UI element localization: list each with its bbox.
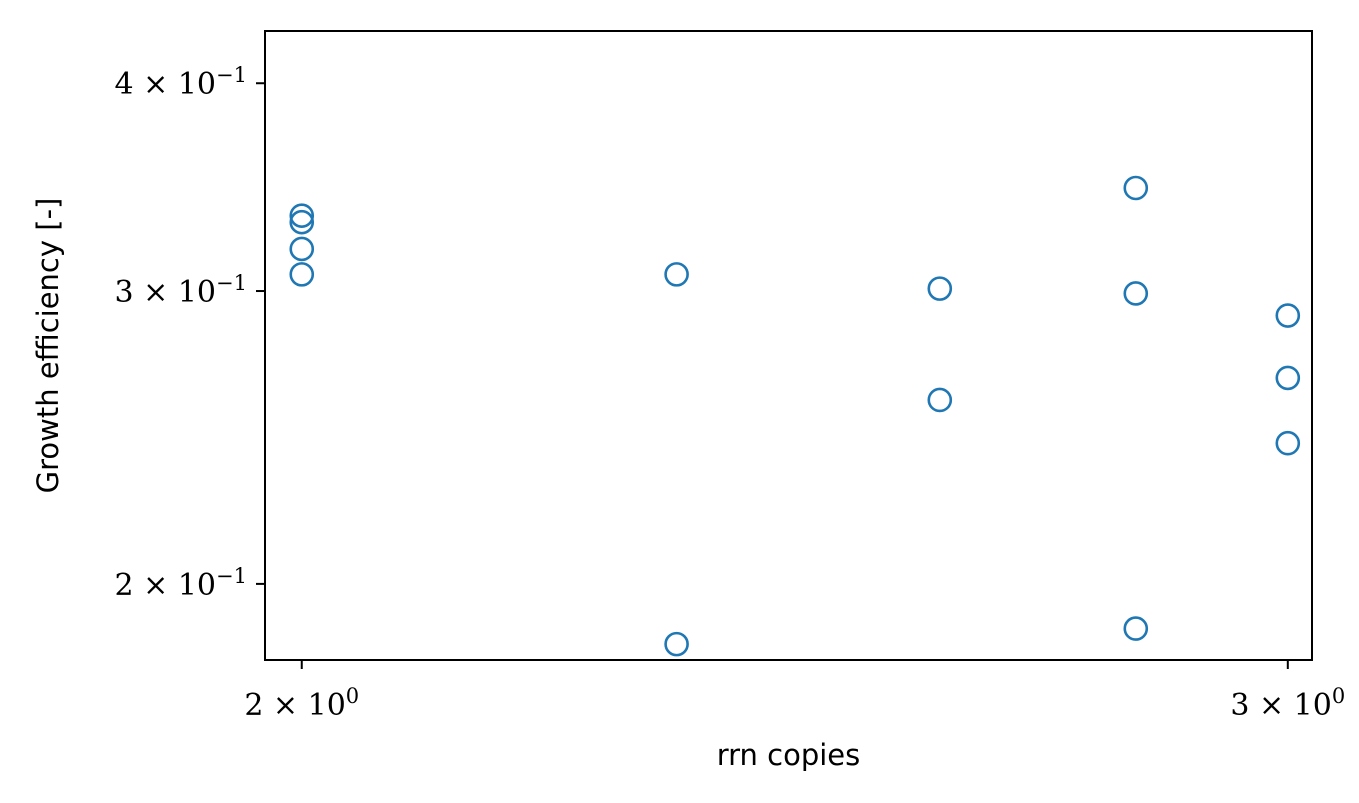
y-tick-label: 4 × 10−1 (115, 63, 247, 102)
y-tick-label: 3 × 10−1 (115, 271, 247, 310)
data-point (927, 387, 953, 413)
data-point (289, 203, 315, 228)
data-point (927, 276, 953, 301)
data-point (664, 631, 689, 657)
data-point (1275, 430, 1301, 456)
data-point (289, 262, 315, 287)
x-tick-label: 3 × 100 (1230, 684, 1345, 723)
y-tick-label: 2 × 10−1 (115, 564, 247, 603)
data-point (289, 236, 315, 262)
y-axis-title: Growth efficiency [-] (31, 198, 65, 494)
data-point (1275, 303, 1301, 328)
x-axis-title: rrn copies (717, 738, 861, 772)
x-tick-label: 2 × 100 (244, 684, 359, 723)
ticks-layer: 2 × 100 3 × 100 2 × 10−1 3 × 10−1 4 × 10−1 (115, 63, 1346, 723)
data-point (664, 262, 689, 287)
data-points (289, 175, 1301, 657)
data-point (289, 209, 315, 235)
data-point (1275, 365, 1301, 391)
plot-frame (264, 30, 1313, 661)
data-point (1123, 175, 1149, 201)
data-point (1123, 616, 1149, 641)
data-point (1123, 281, 1149, 306)
